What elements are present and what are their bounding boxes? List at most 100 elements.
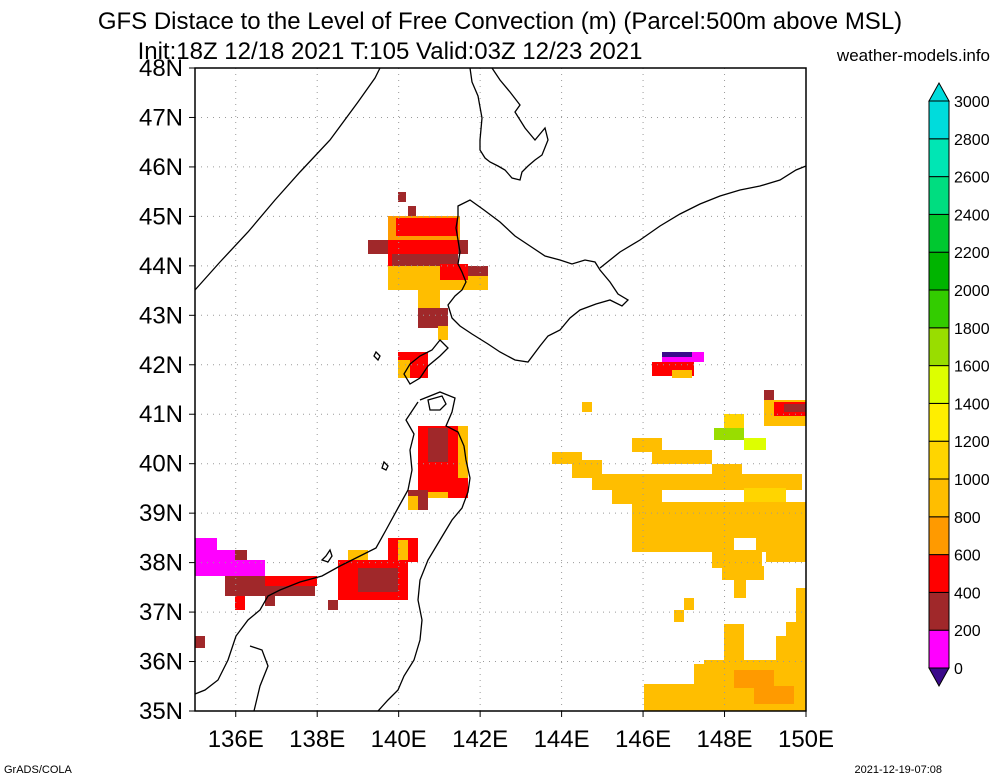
coast-hokkaido bbox=[447, 199, 630, 363]
site-credit: weather-models.info bbox=[836, 46, 990, 65]
colorbar-band bbox=[928, 478, 950, 518]
field-cell bbox=[724, 624, 744, 664]
field-cell bbox=[786, 622, 806, 660]
coast-mutsu bbox=[427, 395, 447, 411]
colorbar-label: 1600 bbox=[954, 359, 990, 376]
lon-label: 136E bbox=[208, 726, 264, 753]
colorbar-label: 1800 bbox=[954, 321, 990, 338]
field-cell bbox=[734, 578, 746, 598]
lon-label: 150E bbox=[778, 726, 834, 753]
field-cell bbox=[632, 438, 662, 452]
lon-label: 138E bbox=[289, 726, 345, 753]
field-cell bbox=[766, 552, 806, 562]
lat-label: 39N bbox=[139, 500, 183, 527]
field-cell bbox=[784, 404, 806, 412]
timestamp: 2021-12-19-07:08 bbox=[854, 764, 942, 776]
chart-subtitle: Init:18Z 12/18 2021 T:105 Valid:03Z 12/2… bbox=[137, 38, 643, 65]
colorbar-band bbox=[928, 365, 950, 404]
lat-label: 48N bbox=[139, 55, 183, 82]
coast-honshu-east bbox=[377, 391, 471, 712]
field-cell bbox=[662, 352, 692, 357]
field-cell bbox=[796, 588, 806, 622]
colorbar-band bbox=[928, 516, 950, 556]
field-cell bbox=[195, 636, 205, 648]
colorbar-label: 1400 bbox=[954, 396, 990, 413]
field-cell bbox=[722, 566, 764, 580]
colorbar-band bbox=[928, 327, 950, 367]
field-cell bbox=[410, 368, 418, 378]
field-cell bbox=[672, 370, 692, 378]
field-cell bbox=[662, 540, 702, 550]
lat-label: 38N bbox=[139, 550, 183, 577]
lat-label: 41N bbox=[139, 401, 183, 428]
field-cell bbox=[265, 596, 275, 606]
coast-island bbox=[320, 548, 333, 563]
colorbar-band bbox=[928, 176, 950, 215]
colorbar-label: 600 bbox=[954, 548, 981, 565]
lat-label: 35N bbox=[139, 698, 183, 725]
coast-oshima bbox=[403, 339, 449, 385]
lon-label: 142E bbox=[452, 726, 508, 753]
colorbar: 0 200 400 600 800 1000 1200 1400 1600 1800 2000 220… bbox=[928, 81, 990, 688]
lon-label: 140E bbox=[371, 726, 427, 753]
field-cell bbox=[468, 266, 488, 276]
colorbar-label: 2600 bbox=[954, 170, 990, 187]
field-cell bbox=[440, 264, 468, 280]
field-cell bbox=[348, 550, 368, 560]
colorbar-label: 2200 bbox=[954, 245, 990, 262]
field-cell bbox=[396, 218, 458, 236]
coast-island bbox=[373, 350, 381, 362]
colorbar-band bbox=[928, 213, 950, 253]
field-cell bbox=[674, 610, 684, 622]
field-cell bbox=[724, 414, 744, 430]
colorbar-band bbox=[928, 440, 950, 480]
colorbar-band bbox=[928, 251, 950, 291]
coast-kurils bbox=[599, 165, 807, 269]
colorbar-label: 1000 bbox=[954, 472, 990, 489]
coast-sakhalin bbox=[469, 67, 549, 181]
colorbar-label: 800 bbox=[954, 510, 981, 527]
colorbar-max-triangle bbox=[928, 81, 950, 102]
field-cell bbox=[714, 428, 744, 440]
field-cell bbox=[582, 402, 592, 412]
colorbar-label: 2800 bbox=[954, 132, 990, 149]
lat-label: 37N bbox=[139, 599, 183, 626]
field-cell bbox=[235, 596, 245, 610]
field-cell bbox=[734, 670, 774, 688]
field-cell bbox=[398, 540, 408, 560]
chart-title: GFS Distace to the Level of Free Convect… bbox=[97, 8, 903, 35]
field-cell bbox=[764, 390, 774, 404]
lat-label: 42N bbox=[139, 352, 183, 379]
colorbar-band bbox=[928, 554, 950, 593]
field-cell bbox=[398, 360, 410, 378]
colorbar-band bbox=[928, 402, 950, 442]
lat-label: 46N bbox=[139, 154, 183, 181]
colorbar-label: 1200 bbox=[954, 434, 990, 451]
field-cell bbox=[328, 600, 338, 610]
software-credit: GrADS/COLA bbox=[4, 764, 72, 776]
latitude-labels: 35N 36N 37N 38N 39N 40N 41N 42N 43N 44N 45N 46N 47N 4… bbox=[139, 55, 195, 725]
colorbar-label: 2000 bbox=[954, 283, 990, 300]
field-cell bbox=[408, 496, 418, 510]
lon-label: 146E bbox=[615, 726, 671, 753]
coast-bay bbox=[249, 645, 269, 712]
field-cell bbox=[448, 478, 468, 498]
lon-label: 144E bbox=[534, 726, 590, 753]
longitude-labels: 136E 138E 140E 142E 144E 146E 148E 150E bbox=[208, 711, 834, 753]
colorbar-min-triangle bbox=[928, 667, 950, 688]
lat-label: 47N bbox=[139, 104, 183, 131]
colorbar-band bbox=[928, 100, 950, 140]
lat-label: 36N bbox=[139, 649, 183, 676]
lat-label: 45N bbox=[139, 203, 183, 230]
field-cell bbox=[438, 326, 448, 340]
colorbar-label: 400 bbox=[954, 585, 981, 602]
map-frame bbox=[194, 67, 807, 712]
lat-label: 43N bbox=[139, 302, 183, 329]
field-cell bbox=[684, 598, 694, 610]
coastlines bbox=[194, 67, 807, 712]
field-cell bbox=[418, 308, 448, 328]
field-cell bbox=[612, 488, 662, 504]
field-cell bbox=[418, 290, 440, 308]
colorbar-label: 0 bbox=[954, 661, 963, 678]
